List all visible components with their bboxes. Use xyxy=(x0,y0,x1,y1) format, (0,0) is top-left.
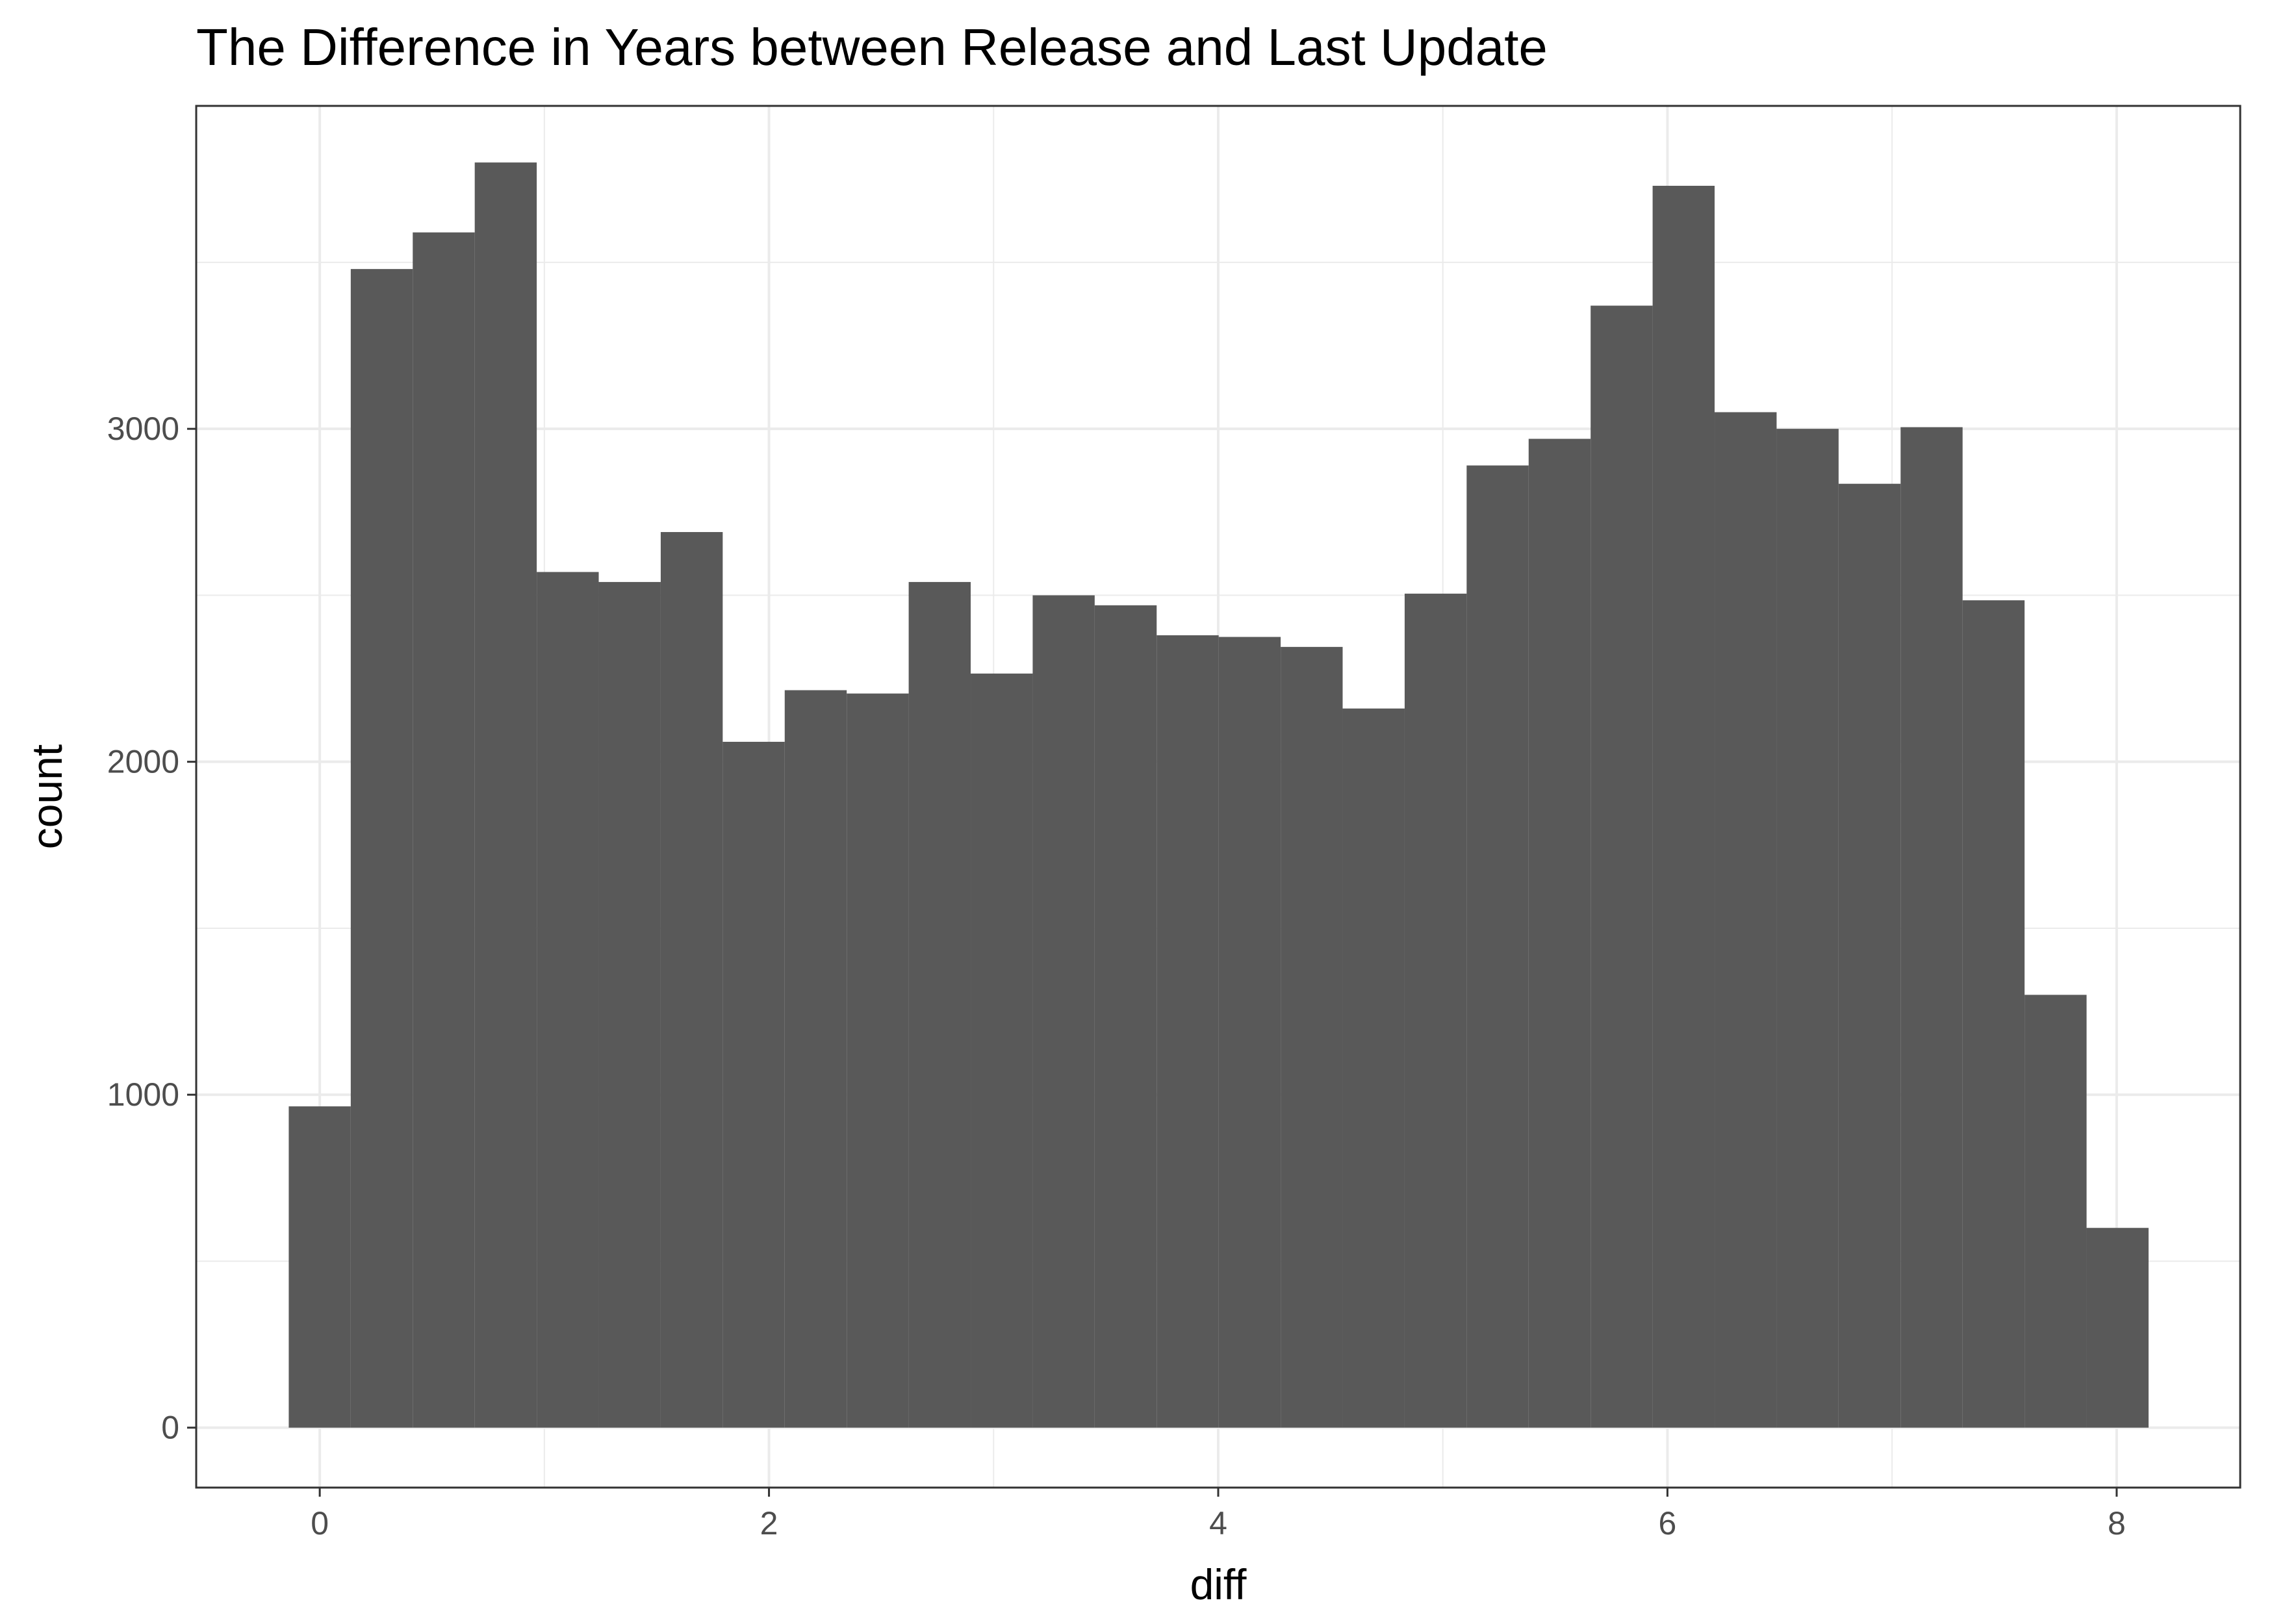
y-tick-label: 3000 xyxy=(107,411,179,447)
histogram-bar xyxy=(1466,465,1529,1428)
y-axis-title: count xyxy=(23,744,71,849)
histogram-bar xyxy=(1342,708,1405,1428)
histogram-bar xyxy=(1094,605,1157,1428)
histogram-bar xyxy=(847,693,909,1428)
histogram-bar xyxy=(1715,412,1777,1428)
y-tick-label: 1000 xyxy=(107,1076,179,1113)
histogram-bar xyxy=(2086,1228,2149,1428)
histogram-bar xyxy=(1776,429,1839,1428)
x-tick-label: 6 xyxy=(1659,1505,1677,1542)
histogram-bars xyxy=(288,162,2149,1428)
x-tick-label: 0 xyxy=(311,1505,329,1542)
histogram-bar xyxy=(722,741,785,1428)
histogram-bar xyxy=(2025,995,2087,1428)
histogram-bar xyxy=(1032,595,1095,1428)
histogram-bar xyxy=(1838,483,1901,1428)
histogram-bar xyxy=(1218,637,1281,1428)
histogram-bar xyxy=(474,162,537,1428)
x-axis: 0 2 4 6 8 xyxy=(311,1488,2126,1542)
histogram-bar xyxy=(1591,305,1653,1428)
histogram-bar xyxy=(1652,186,1715,1428)
histogram-bar xyxy=(1281,646,1343,1428)
histogram-bar xyxy=(598,581,661,1428)
histogram-bar xyxy=(1900,427,1963,1428)
histogram-bar xyxy=(1528,438,1591,1428)
histogram-bar xyxy=(908,581,971,1428)
histogram-bar xyxy=(784,690,847,1428)
histogram-bar xyxy=(1404,593,1467,1428)
histogram-bar xyxy=(413,232,475,1428)
histogram-bar xyxy=(1962,600,2025,1428)
histogram-bar xyxy=(537,572,599,1428)
x-axis-title: diff xyxy=(1190,1560,1247,1608)
histogram-bar xyxy=(350,269,413,1428)
x-tick-label: 4 xyxy=(1209,1505,1227,1542)
histogram-bar xyxy=(971,673,1033,1428)
histogram-bar xyxy=(1156,635,1219,1428)
y-tick-label: 2000 xyxy=(107,744,179,780)
x-tick-label: 8 xyxy=(2108,1505,2126,1542)
y-tick-label: 0 xyxy=(161,1410,179,1446)
histogram-bar xyxy=(288,1106,351,1428)
histogram-bar xyxy=(660,532,723,1428)
x-tick-label: 2 xyxy=(760,1505,778,1542)
chart-title: The Difference in Years between Release … xyxy=(196,18,1548,76)
y-axis: 0 1000 2000 3000 xyxy=(107,411,196,1446)
